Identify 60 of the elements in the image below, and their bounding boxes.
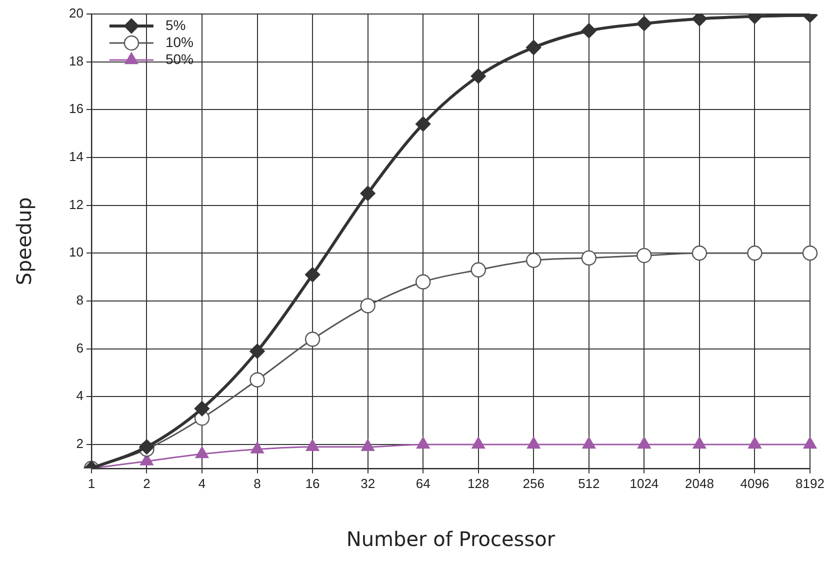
x-tick-label: 8192 bbox=[796, 476, 824, 491]
x-tick-label: 512 bbox=[578, 476, 600, 491]
y-axis-title: Speedup bbox=[12, 197, 36, 286]
x-tick-label: 2 bbox=[143, 476, 150, 491]
point bbox=[194, 401, 210, 416]
point bbox=[526, 40, 542, 56]
x-tick-label: 4 bbox=[198, 476, 206, 491]
point bbox=[581, 23, 597, 38]
point bbox=[472, 436, 486, 449]
y-tick-label: 16 bbox=[68, 101, 84, 116]
x-tick-label: 16 bbox=[305, 476, 320, 491]
point bbox=[415, 116, 431, 132]
y-tick-label: 18 bbox=[68, 53, 84, 68]
point bbox=[304, 267, 320, 282]
point bbox=[250, 442, 264, 454]
point bbox=[250, 344, 265, 359]
legend-label: 5% bbox=[165, 16, 186, 33]
point bbox=[416, 436, 430, 449]
x-tick-label: 1024 bbox=[630, 476, 659, 491]
point bbox=[304, 332, 320, 347]
y-tick-label: 14 bbox=[68, 149, 84, 164]
point bbox=[636, 16, 652, 32]
x-axis-title: Number of Processor bbox=[346, 527, 556, 552]
point bbox=[470, 68, 486, 84]
x-tick-label: 32 bbox=[360, 476, 376, 491]
x-tick-label: 4096 bbox=[740, 476, 770, 491]
x-tick-label: 2048 bbox=[684, 476, 714, 491]
point bbox=[360, 186, 376, 201]
point bbox=[526, 436, 540, 449]
point bbox=[195, 446, 209, 458]
y-tick-label: 10 bbox=[68, 244, 84, 260]
point bbox=[802, 246, 818, 261]
x-tick-label: 256 bbox=[522, 476, 544, 491]
x-tick-label: 8 bbox=[254, 476, 261, 491]
point bbox=[636, 248, 652, 264]
point bbox=[803, 436, 817, 449]
y-tick-label: 4 bbox=[76, 388, 84, 404]
point bbox=[306, 439, 320, 451]
point bbox=[415, 274, 431, 290]
point bbox=[470, 262, 486, 278]
point bbox=[360, 298, 376, 314]
x-tick-label: 128 bbox=[468, 476, 490, 491]
y-tick-label: 2 bbox=[76, 436, 84, 452]
point bbox=[250, 372, 265, 388]
point bbox=[747, 246, 762, 261]
point bbox=[692, 246, 708, 261]
x-tick-label: 1 bbox=[88, 476, 96, 491]
point bbox=[748, 436, 762, 449]
point bbox=[361, 439, 374, 451]
y-tick-label: 8 bbox=[76, 292, 84, 308]
point bbox=[581, 250, 597, 266]
point bbox=[638, 436, 651, 449]
point bbox=[692, 436, 706, 449]
y-tick-label: 20 bbox=[68, 6, 84, 21]
legend-label: 10% bbox=[165, 34, 194, 50]
x-tick-label: 64 bbox=[416, 476, 430, 491]
point bbox=[582, 436, 596, 449]
y-tick-label: 12 bbox=[68, 196, 84, 212]
y-tick-label: 6 bbox=[76, 340, 84, 356]
point bbox=[526, 252, 542, 268]
